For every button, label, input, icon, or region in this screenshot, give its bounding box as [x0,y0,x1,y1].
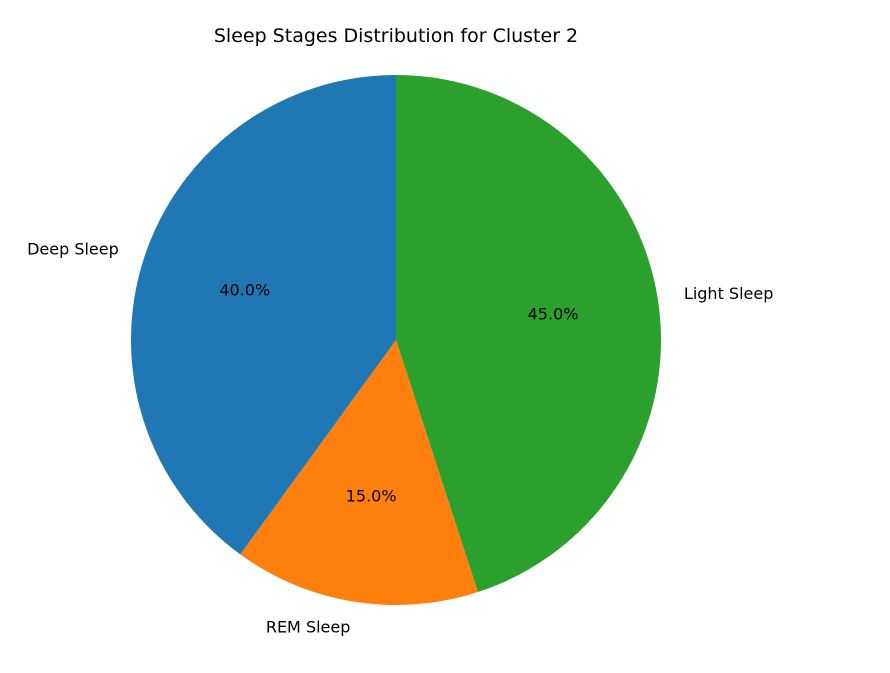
chart-title: Sleep Stages Distribution for Cluster 2 [214,25,578,47]
slice-percentage: 15.0% [346,487,397,506]
pie-slice-rem-sleep [240,340,478,605]
pie-labels: Light Sleep 45.0% REM Sleep 15.0% Deep Sleep… [27,239,773,636]
slice-percentage: 45.0% [528,305,579,324]
pie-slices [130,75,661,605]
pie-slice-light-sleep [396,75,661,593]
slice-label: Deep Sleep [27,239,119,258]
pie-slice-deep-sleep [130,75,397,555]
slice-label: REM Sleep [266,617,351,636]
slice-label: Light Sleep [684,284,773,303]
slice-percentage: 40.0% [219,280,270,299]
